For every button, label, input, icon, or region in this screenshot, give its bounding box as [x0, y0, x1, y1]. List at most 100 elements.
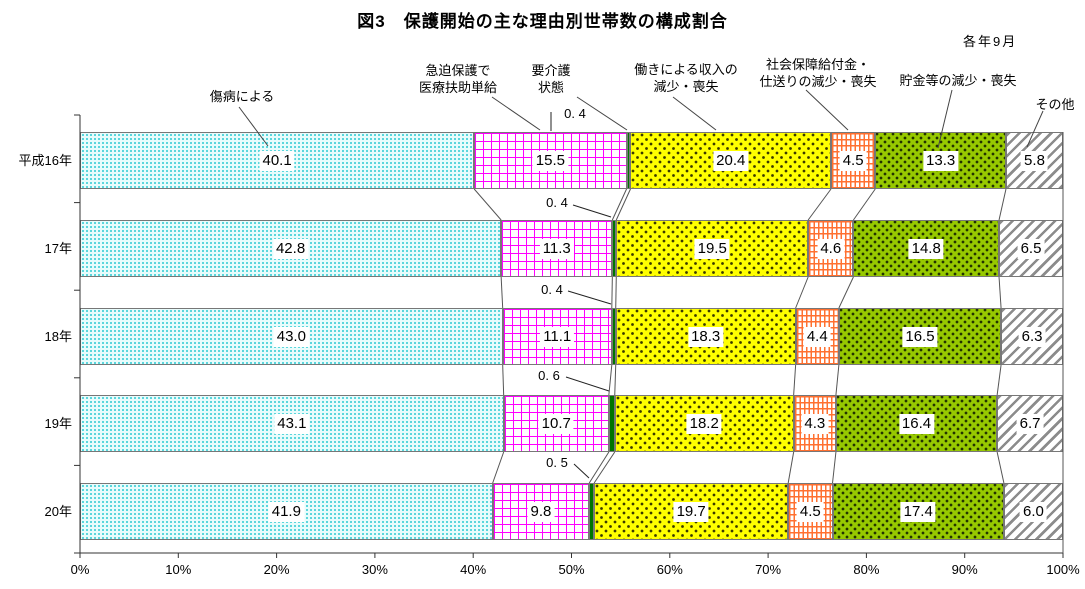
series-connector	[615, 188, 631, 221]
series-connector	[853, 188, 876, 221]
value-label: 16.5	[902, 326, 938, 347]
series-connector	[835, 364, 840, 396]
series-connector	[611, 188, 628, 221]
category-label: 17年	[44, 240, 72, 256]
value-label: 10.7	[538, 413, 574, 434]
series-connector	[473, 188, 502, 221]
series-callout-line: 働きによる収入の	[634, 62, 738, 77]
value-label: 19.7	[673, 501, 709, 522]
bar-segment-cyan-dots-row2	[80, 220, 502, 277]
bar-segment-magenta-grid-row5	[492, 483, 590, 540]
x-axis-tick-label: 0%	[70, 562, 90, 577]
value-label: 13.3	[923, 150, 959, 171]
chart-title: 図3 保護開始の主な理由別世帯数の構成割合	[357, 12, 728, 31]
series-callout-line: 要介護	[531, 63, 571, 78]
value-label: 43.1	[274, 413, 310, 434]
series-connector	[787, 451, 795, 484]
series-connector	[795, 276, 809, 309]
x-axis-tick-label: 50%	[558, 562, 585, 577]
series-callout-line: 傷病による	[209, 89, 275, 104]
series-callout-line: 仕送りの減少・喪失	[759, 74, 877, 89]
bar-segment-gray-stripes-row4	[997, 395, 1063, 452]
series-callout-line: 急迫保護で	[425, 63, 491, 78]
care-state-value-label: 0. 4	[562, 106, 588, 121]
value-label: 40.1	[259, 150, 295, 171]
series-callout-label: 社会保障給付金・ 仕送りの減少・喪失	[759, 56, 876, 90]
care-label-leader-line	[565, 376, 610, 392]
series-callout-line: 減少・喪失	[653, 79, 719, 94]
series-connector	[793, 364, 797, 396]
x-axis-tick-label: 90%	[951, 562, 978, 577]
series-connector	[807, 188, 832, 221]
bar-segment-solid-green-row5	[589, 483, 595, 540]
value-label: 41.9	[268, 501, 304, 522]
series-callout-label: 貯金等の減少・喪失	[899, 72, 1016, 89]
value-label: 43.0	[273, 326, 309, 347]
series-callout-label: 傷病による	[210, 88, 275, 105]
care-state-value-label: 0. 5	[544, 455, 570, 470]
series-callout-label: 急迫保護で医療扶助単給	[419, 62, 497, 96]
series-callout-label: 働きによる収入の 減少・喪失	[634, 61, 738, 95]
value-label: 18.3	[688, 326, 724, 347]
series-connector	[502, 364, 505, 396]
series-callout-line: 貯金等の減少・喪失	[899, 73, 1017, 88]
value-label: 18.2	[686, 413, 722, 434]
series-connector	[614, 364, 617, 396]
value-label: 11.3	[539, 238, 574, 259]
series-connector	[615, 276, 617, 309]
series-connector	[996, 451, 1005, 484]
category-label: 平成16年	[18, 152, 72, 168]
value-label: 15.5	[532, 150, 568, 171]
value-label: 4.3	[801, 413, 829, 434]
care-label-leader-line	[572, 204, 612, 218]
value-label: 6.7	[1016, 413, 1044, 434]
care-state-value-label: 0. 6	[536, 368, 562, 383]
value-label: 19.5	[694, 238, 730, 259]
series-callout-label: その他	[1035, 96, 1074, 113]
series-connector	[608, 364, 613, 396]
value-label: 42.8	[272, 238, 309, 259]
value-label: 11.1	[540, 326, 575, 347]
series-callout-line: 状態	[537, 80, 565, 95]
callout-leader-line	[491, 96, 541, 131]
series-connector	[996, 364, 1002, 396]
x-axis-tick-label: 100%	[1046, 562, 1080, 577]
series-connector	[611, 276, 613, 309]
care-label-leader-line	[567, 290, 612, 305]
value-label: 20.4	[713, 150, 749, 171]
value-label: 6.5	[1017, 238, 1045, 259]
value-label: 5.8	[1021, 150, 1048, 171]
series-connector	[832, 451, 837, 484]
care-label-leader-line	[573, 463, 590, 479]
value-label: 4.6	[817, 238, 845, 259]
bar-segment-solid-green-row3	[611, 308, 616, 365]
series-callout-line: 医療扶助単給	[418, 80, 498, 95]
x-axis-tick-label: 20%	[263, 562, 290, 577]
callout-leader-line	[672, 96, 717, 131]
x-axis-tick-label: 60%	[656, 562, 683, 577]
value-label: 4.5	[796, 501, 824, 522]
care-state-value-label: 0. 4	[539, 282, 565, 297]
value-label: 16.4	[898, 413, 935, 434]
x-axis-tick-label: 80%	[853, 562, 880, 577]
series-callout-line: 社会保障給付金・	[765, 57, 871, 72]
series-callout-line: その他	[1035, 97, 1075, 112]
category-label: 18年	[44, 328, 72, 344]
value-label: 6.3	[1018, 326, 1046, 347]
bar-segment-orange-brick-row5	[788, 483, 833, 540]
series-connector	[998, 276, 1002, 309]
value-label: 6.0	[1020, 501, 1047, 522]
care-state-value-label: 0. 4	[544, 195, 570, 210]
series-connector	[998, 188, 1007, 221]
bar-segment-green-specks-row5	[832, 483, 1004, 540]
series-callout-label: 要介護 状態	[531, 62, 570, 96]
series-connector	[588, 451, 610, 484]
value-label: 4.5	[839, 150, 867, 171]
category-label: 20年	[44, 503, 72, 519]
value-label: 9.8	[527, 501, 555, 522]
bar-segment-solid-green-row2	[612, 220, 617, 277]
callout-leader-line	[805, 89, 849, 131]
series-connector	[492, 451, 505, 484]
bar-segment-green-specks-row2	[853, 220, 1000, 277]
